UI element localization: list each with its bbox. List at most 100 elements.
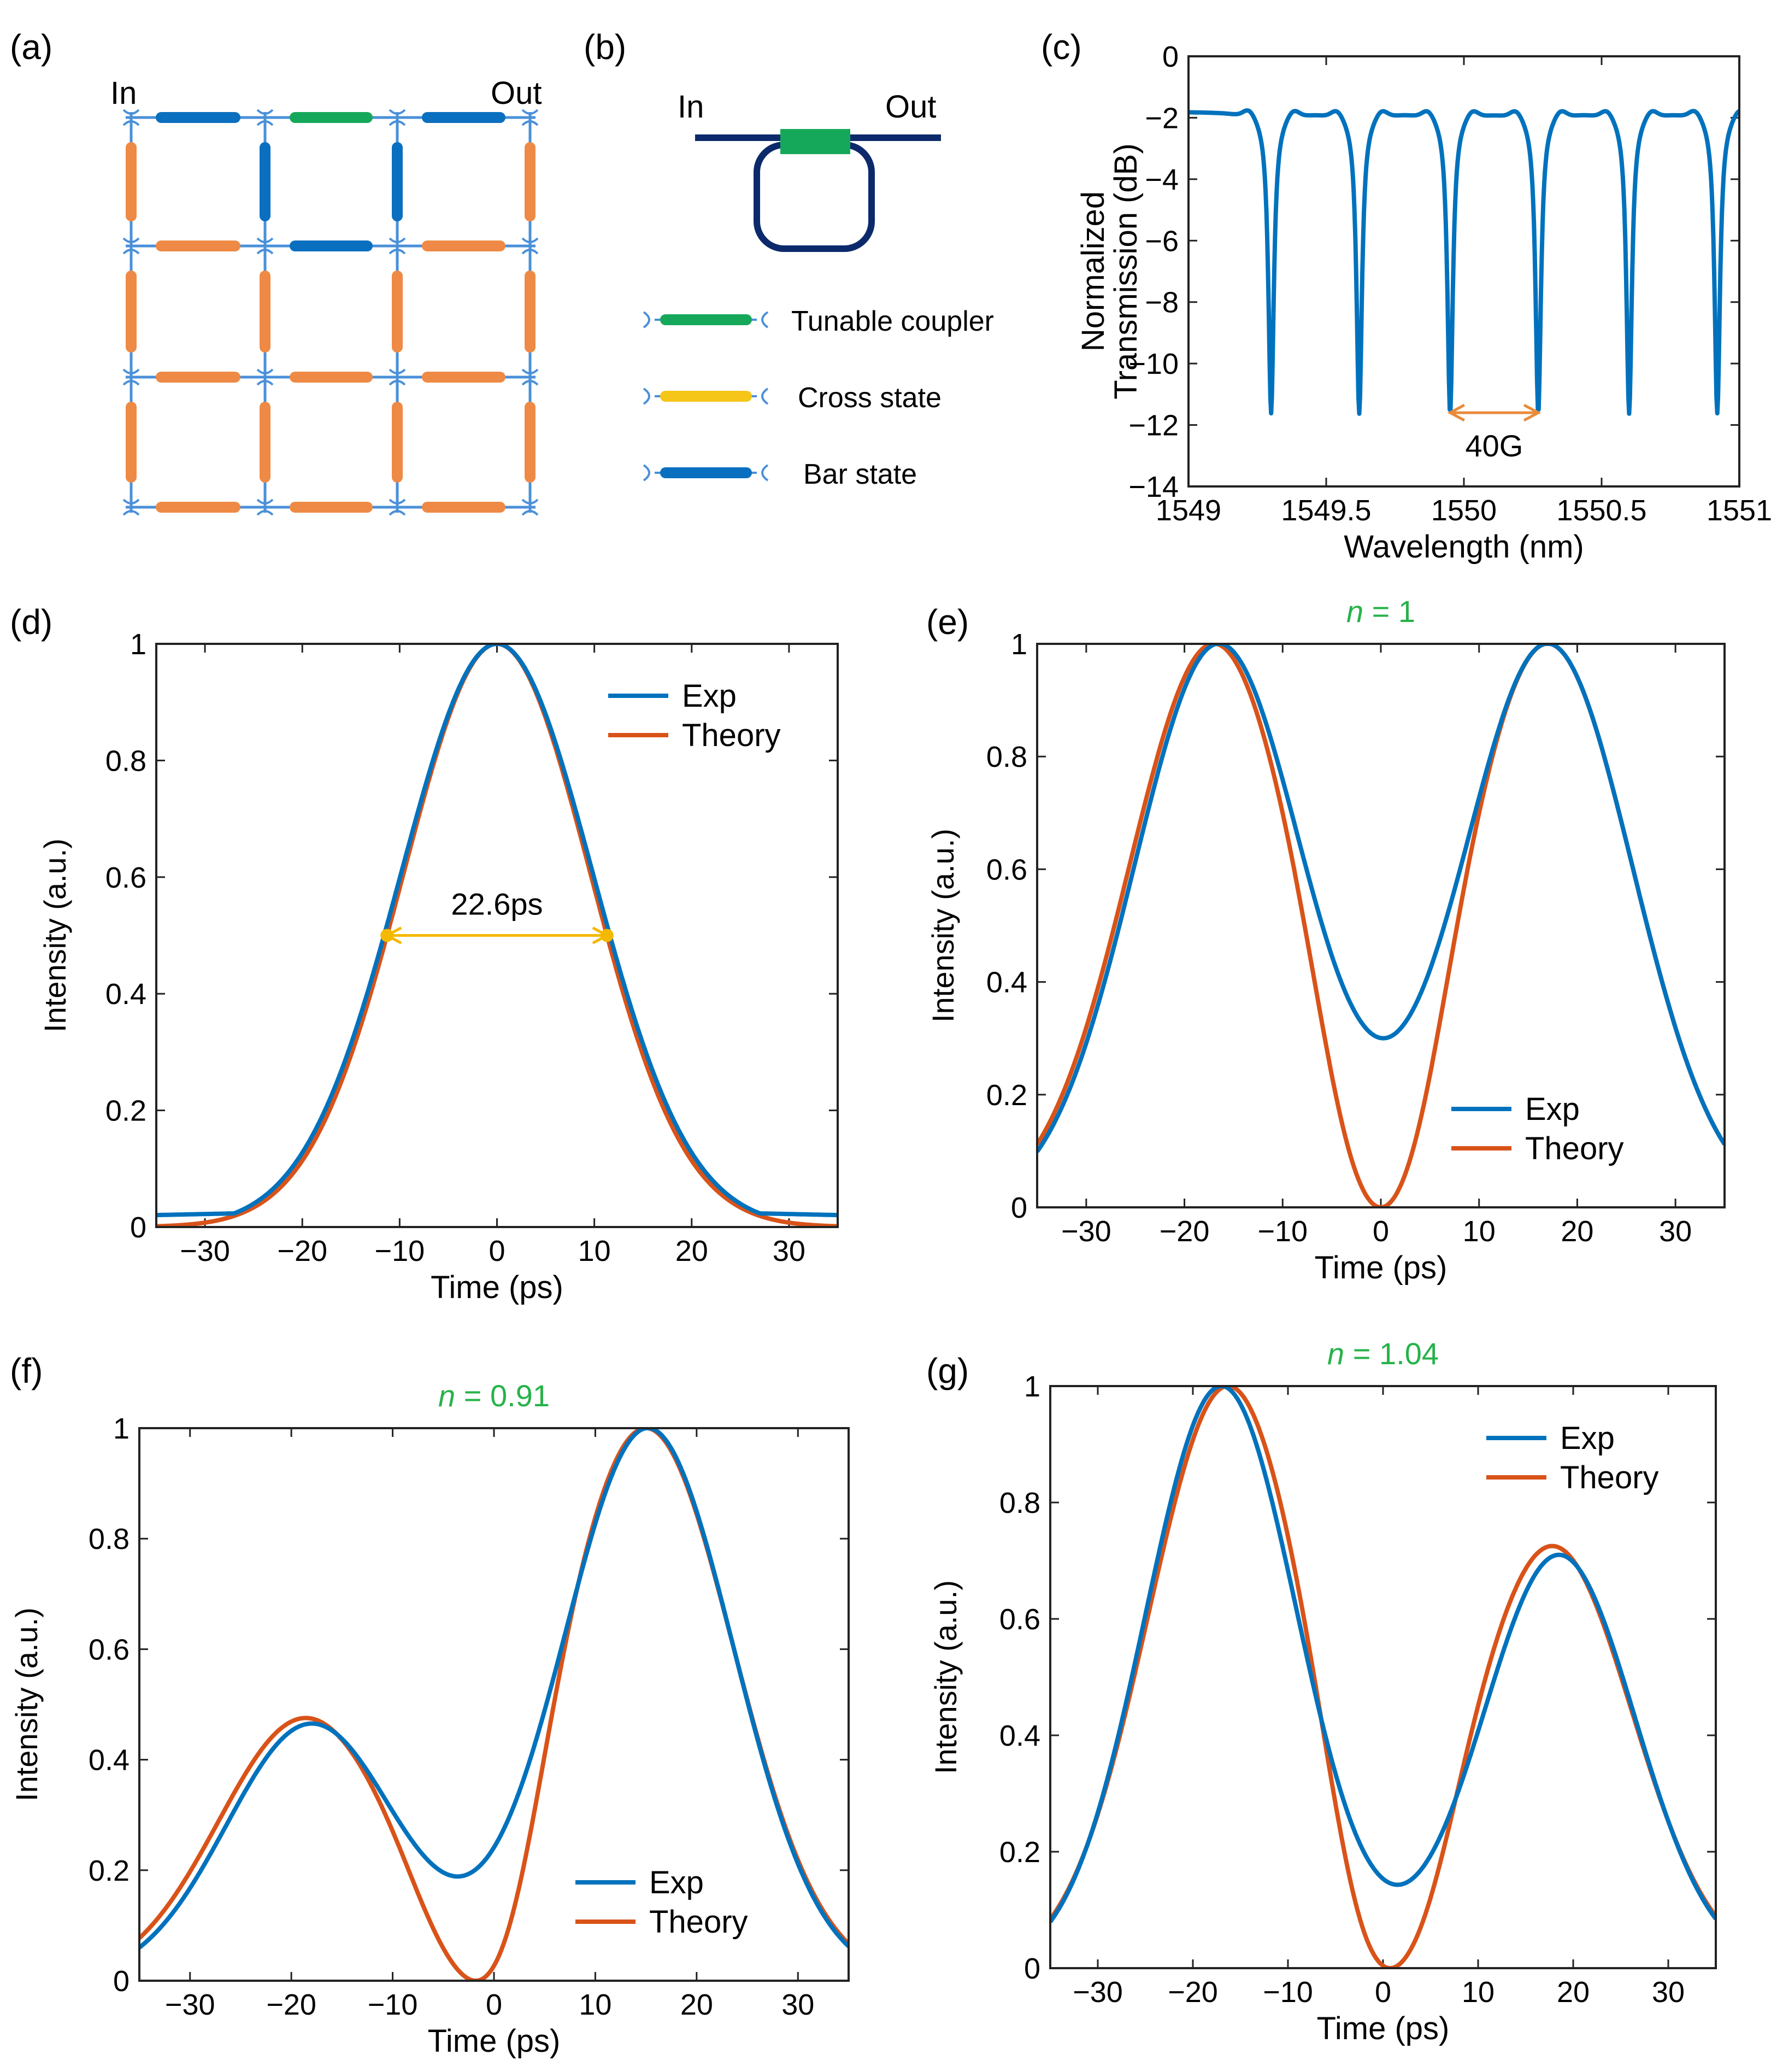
x-tick-label: 20 bbox=[1557, 1976, 1590, 2009]
plot-area bbox=[1050, 1386, 1716, 1968]
x-axis-label: Wavelength (nm) bbox=[1344, 529, 1584, 565]
panel-label: (c) bbox=[1041, 27, 1082, 67]
mesh-node bbox=[122, 237, 140, 255]
title-value: = 1 bbox=[1363, 594, 1415, 629]
legend-label-exp: Exp bbox=[1525, 1091, 1580, 1127]
x-tick-label: −30 bbox=[1073, 1976, 1123, 2009]
mesh-node bbox=[122, 498, 140, 516]
y-tick-label: 0.6 bbox=[105, 861, 146, 894]
x-tick-label: 0 bbox=[486, 1988, 502, 2021]
x-tick-label: 1551 bbox=[1707, 494, 1771, 527]
y-tick-label: 0.8 bbox=[999, 1487, 1040, 1519]
panel-c-transmission-chart: (c) 1549 1549.5 1550 1550.5 1551 0 −2 −4 −6 −8 −10 −… bbox=[1041, 27, 1771, 565]
y-tick-label: −10 bbox=[1128, 348, 1179, 380]
x-tick-label: −30 bbox=[165, 1988, 215, 2021]
series-line-exp bbox=[1037, 644, 1725, 1153]
y-tick-label: 1 bbox=[1011, 628, 1027, 661]
legend-label: Cross state bbox=[798, 382, 942, 414]
x-tick-label: 1550 bbox=[1431, 494, 1497, 527]
plot-frame bbox=[1187, 55, 1740, 488]
title-value: = 0.91 bbox=[455, 1378, 550, 1413]
y-tick-label: 0.4 bbox=[986, 966, 1027, 999]
mesh-node bbox=[122, 109, 140, 126]
series-line-exp bbox=[156, 644, 838, 1218]
y-tick-label: 0 bbox=[113, 1965, 130, 1998]
ring-resonator bbox=[754, 142, 875, 252]
mesh-node bbox=[389, 237, 406, 255]
mesh-node bbox=[521, 368, 539, 386]
y-tick-label: 1 bbox=[113, 1412, 130, 1445]
x-axis-label: Time (ps) bbox=[1315, 1250, 1448, 1286]
legend-label-exp: Exp bbox=[682, 678, 737, 714]
x-tick-label: 1549 bbox=[1156, 494, 1221, 527]
x-tick-label: −30 bbox=[180, 1235, 230, 1267]
chart-title: n = 0.91 bbox=[438, 1378, 550, 1413]
y-tick-label: 0.6 bbox=[89, 1633, 130, 1666]
x-tick-label: 30 bbox=[1652, 1976, 1685, 2009]
legend-label: Bar state bbox=[803, 459, 917, 490]
x-tick-label: 10 bbox=[1462, 1976, 1495, 2009]
x-tick-label: 10 bbox=[579, 1988, 611, 2021]
annotation-arrowhead-right bbox=[1523, 403, 1541, 422]
y-axis-label: Intensity (a.u.) bbox=[38, 838, 72, 1032]
mesh-node bbox=[122, 368, 140, 386]
panel-b-ring-diagram: (b) In Out Tunable coupler Cross state Bar… bbox=[584, 27, 994, 490]
x-tick-label: 1549.5 bbox=[1281, 494, 1371, 527]
legend-label-theory: Theory bbox=[649, 1904, 748, 1940]
y-tick-label: 0 bbox=[1011, 1191, 1027, 1224]
x-tick-label: −20 bbox=[1168, 1976, 1218, 2009]
y-tick-label: −8 bbox=[1145, 286, 1179, 319]
x-tick-label: −10 bbox=[375, 1235, 425, 1267]
y-tick-label: −12 bbox=[1128, 409, 1179, 442]
legend-label: Tunable coupler bbox=[791, 306, 994, 337]
x-tick-label: −20 bbox=[277, 1235, 327, 1267]
ring-out-label: Out bbox=[885, 89, 937, 125]
y-axis-label: Intensity (a.u.) bbox=[928, 1580, 963, 1774]
x-tick-label: 0 bbox=[489, 1235, 505, 1267]
plot-area bbox=[139, 1428, 849, 1981]
y-tick-label: 0 bbox=[1024, 1952, 1040, 1985]
mesh-node bbox=[521, 109, 539, 126]
ring-tunable-coupler bbox=[780, 129, 850, 154]
mesh-out-label: Out bbox=[491, 75, 542, 111]
title-variable: n bbox=[438, 1378, 455, 1413]
y-tick-label: 0.4 bbox=[89, 1744, 130, 1777]
legend-label-theory: Theory bbox=[1525, 1131, 1624, 1166]
plot-area bbox=[156, 644, 838, 1227]
x-axis-label: Time (ps) bbox=[431, 1270, 563, 1305]
y-tick-label: 0 bbox=[130, 1211, 146, 1244]
y-tick-label: 0.4 bbox=[999, 1719, 1040, 1752]
y-tick-label: −2 bbox=[1145, 102, 1179, 134]
panel-b-label: (b) bbox=[584, 27, 626, 67]
legend-label-theory: Theory bbox=[682, 718, 781, 753]
y-tick-label: 0.8 bbox=[105, 744, 146, 777]
y-axis-label: Intensity (a.u.) bbox=[926, 829, 960, 1023]
series-line-theory bbox=[1037, 644, 1725, 1207]
mesh-node bbox=[256, 498, 274, 516]
x-tick-label: −10 bbox=[368, 1988, 418, 2021]
legend-label-theory: Theory bbox=[1560, 1460, 1659, 1495]
mesh-node bbox=[521, 237, 539, 255]
x-tick-label: 20 bbox=[1561, 1215, 1593, 1248]
x-tick-label: 0 bbox=[1375, 1976, 1391, 2009]
series-line-theory bbox=[156, 644, 838, 1227]
plot-area bbox=[1037, 644, 1725, 1207]
annotation-label: 22.6ps bbox=[451, 887, 543, 921]
plot-frame bbox=[1036, 643, 1726, 1208]
plot-area bbox=[1188, 108, 1739, 416]
panel-label: (f) bbox=[10, 1351, 43, 1390]
panel-a-mesh-diagram: (a) In Out bbox=[10, 27, 542, 516]
panel-label: (e) bbox=[926, 602, 969, 642]
title-variable: n bbox=[1346, 594, 1363, 629]
x-tick-label: 10 bbox=[578, 1235, 611, 1267]
x-tick-label: −10 bbox=[1263, 1976, 1313, 2009]
panel-g-n104-chart: (g) n = 1.04 −30 −20 −10 0 10 20 30 0 0.2 0.4 0.6 0.8… bbox=[926, 1336, 1717, 2046]
x-tick-label: 10 bbox=[1463, 1215, 1496, 1248]
y-tick-label: −14 bbox=[1128, 471, 1179, 503]
y-tick-label: 0.6 bbox=[986, 853, 1027, 886]
x-tick-label: 20 bbox=[680, 1988, 713, 2021]
y-tick-label: 0.2 bbox=[986, 1079, 1027, 1112]
title-value: = 1.04 bbox=[1344, 1336, 1439, 1371]
panel-a-label: (a) bbox=[10, 27, 52, 67]
x-tick-label: 1550.5 bbox=[1556, 494, 1646, 527]
